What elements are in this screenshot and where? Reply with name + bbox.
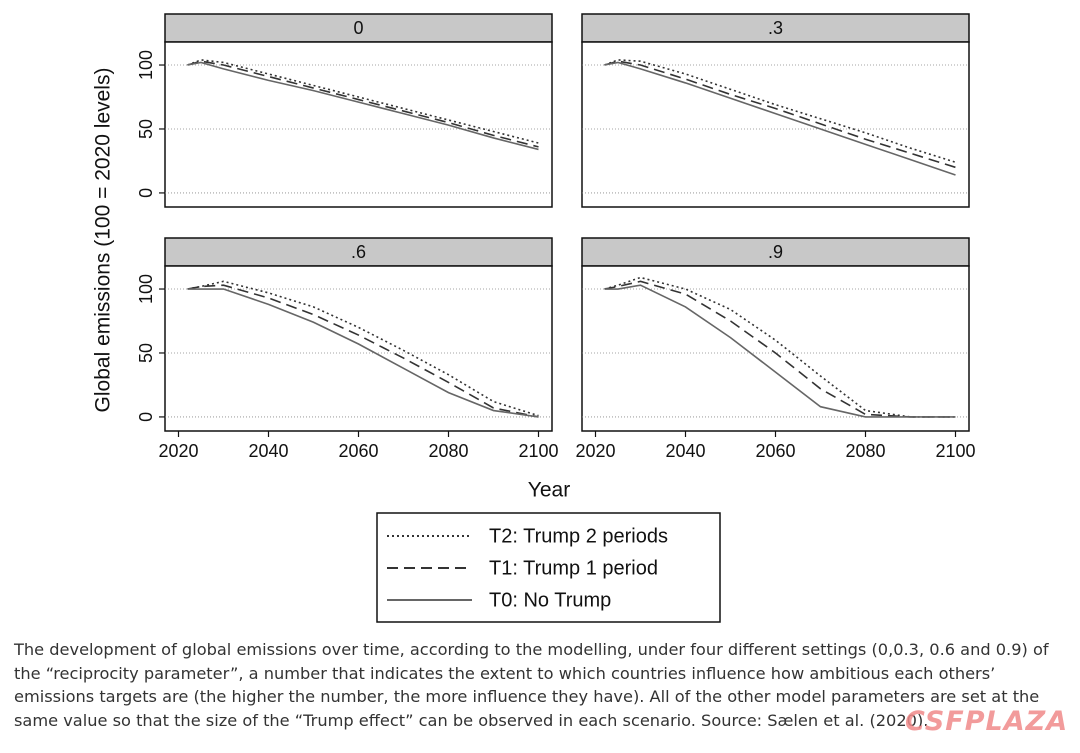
series-line bbox=[604, 60, 956, 169]
x-tick-label: 2080 bbox=[428, 441, 468, 461]
y-tick-label: 100 bbox=[136, 274, 156, 304]
y-tick-label: 0 bbox=[136, 188, 156, 198]
y-tick-label: 50 bbox=[136, 343, 156, 363]
panel-title: .6 bbox=[351, 242, 366, 262]
panel-frame bbox=[164, 265, 553, 432]
x-tick-label: 2100 bbox=[518, 441, 558, 461]
series-line bbox=[604, 61, 956, 176]
series-line bbox=[187, 284, 539, 418]
y-tick-label: 100 bbox=[136, 50, 156, 80]
panel-header bbox=[164, 237, 553, 267]
series-line bbox=[604, 284, 956, 418]
series-line bbox=[187, 61, 539, 151]
panel-header bbox=[581, 237, 970, 267]
series-line bbox=[187, 60, 539, 148]
series-line bbox=[187, 59, 539, 144]
x-tick-label: 2080 bbox=[845, 441, 885, 461]
series-line bbox=[604, 276, 956, 418]
watermark: CSFPLAZA bbox=[905, 706, 1069, 737]
panel-title: 0 bbox=[353, 18, 363, 38]
legend-box bbox=[376, 512, 721, 623]
series-line bbox=[604, 59, 956, 163]
panel-header bbox=[581, 13, 970, 43]
x-tick-label: 2060 bbox=[755, 441, 795, 461]
chart: Global emissions (100 = 2020 levels) Yea… bbox=[92, 13, 976, 623]
series-line bbox=[187, 288, 539, 418]
y-tick-label: 0 bbox=[136, 412, 156, 422]
x-tick-label: 2040 bbox=[665, 441, 705, 461]
x-tick-label: 2060 bbox=[338, 441, 378, 461]
x-tick-label: 2040 bbox=[248, 441, 288, 461]
y-tick-label: 50 bbox=[136, 119, 156, 139]
x-tick-label: 2100 bbox=[935, 441, 975, 461]
legend-label: T2: Trump 2 periods bbox=[489, 525, 668, 547]
panel-title: .9 bbox=[768, 242, 783, 262]
panel-title: .3 bbox=[768, 18, 783, 38]
legend-label: T1: Trump 1 period bbox=[489, 557, 658, 579]
y-axis-label: Global emissions (100 = 2020 levels) bbox=[92, 68, 115, 413]
series-line bbox=[187, 280, 539, 417]
panel-frame bbox=[581, 41, 970, 208]
panel-header bbox=[164, 13, 553, 43]
panel-frame bbox=[164, 41, 553, 208]
legend-label: T0: No Trump bbox=[489, 589, 611, 611]
caption: The development of global emissions over… bbox=[14, 640, 1049, 730]
panel-frame bbox=[581, 265, 970, 432]
x-tick-label: 2020 bbox=[575, 441, 615, 461]
series-line bbox=[604, 280, 956, 418]
x-axis-label: Year bbox=[528, 479, 570, 502]
x-tick-label: 2020 bbox=[158, 441, 198, 461]
